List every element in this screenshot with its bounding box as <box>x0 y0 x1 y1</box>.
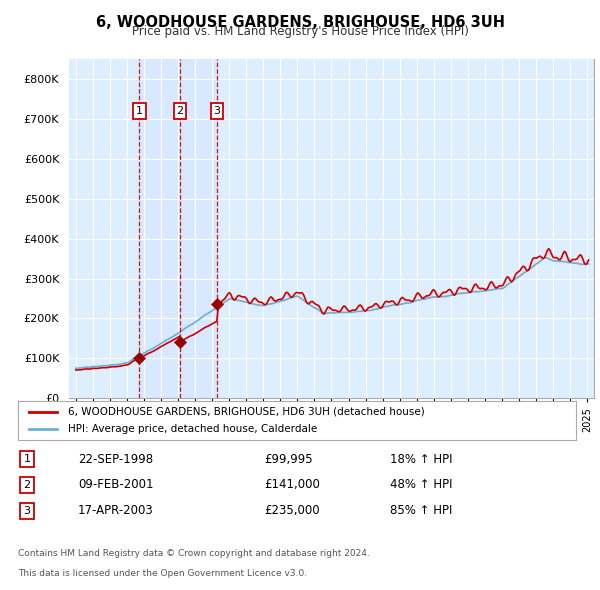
Text: 6, WOODHOUSE GARDENS, BRIGHOUSE, HD6 3UH (detached house): 6, WOODHOUSE GARDENS, BRIGHOUSE, HD6 3UH… <box>68 407 425 417</box>
Text: 1: 1 <box>23 454 31 464</box>
Text: £141,000: £141,000 <box>264 478 320 491</box>
Text: 3: 3 <box>23 506 31 516</box>
Text: 2: 2 <box>23 480 31 490</box>
Text: 85% ↑ HPI: 85% ↑ HPI <box>390 504 452 517</box>
Text: 2: 2 <box>176 106 184 116</box>
Text: 22-SEP-1998: 22-SEP-1998 <box>78 453 153 466</box>
Text: 18% ↑ HPI: 18% ↑ HPI <box>390 453 452 466</box>
Bar <box>180 59 217 398</box>
Bar <box>139 59 180 398</box>
Text: Contains HM Land Registry data © Crown copyright and database right 2024.: Contains HM Land Registry data © Crown c… <box>18 549 370 558</box>
Text: 09-FEB-2001: 09-FEB-2001 <box>78 478 154 491</box>
Text: 3: 3 <box>214 106 221 116</box>
Text: Price paid vs. HM Land Registry's House Price Index (HPI): Price paid vs. HM Land Registry's House … <box>131 25 469 38</box>
Text: This data is licensed under the Open Government Licence v3.0.: This data is licensed under the Open Gov… <box>18 569 307 578</box>
Text: 6, WOODHOUSE GARDENS, BRIGHOUSE, HD6 3UH: 6, WOODHOUSE GARDENS, BRIGHOUSE, HD6 3UH <box>95 15 505 30</box>
Text: £99,995: £99,995 <box>264 453 313 466</box>
Text: 17-APR-2003: 17-APR-2003 <box>78 504 154 517</box>
Text: HPI: Average price, detached house, Calderdale: HPI: Average price, detached house, Cald… <box>68 424 317 434</box>
Text: £235,000: £235,000 <box>264 504 320 517</box>
Text: 48% ↑ HPI: 48% ↑ HPI <box>390 478 452 491</box>
Text: 1: 1 <box>136 106 143 116</box>
